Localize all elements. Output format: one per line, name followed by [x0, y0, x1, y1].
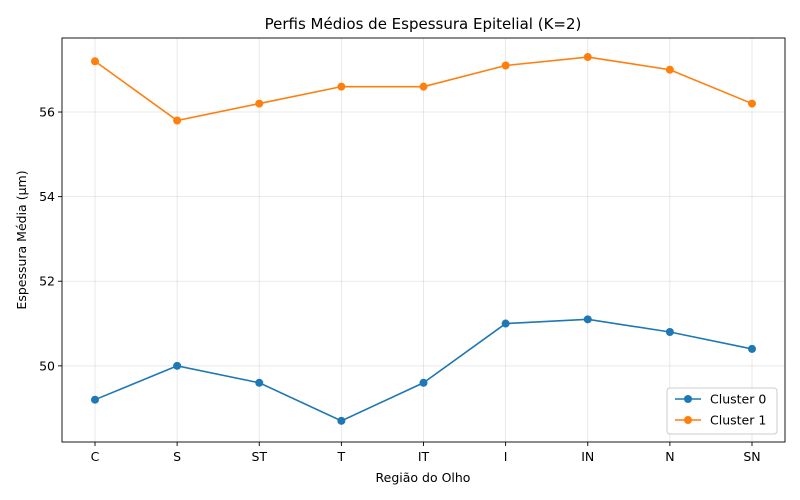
data-point	[337, 82, 346, 91]
x-tick-label: I	[504, 449, 508, 464]
x-tick-label: S	[173, 449, 181, 464]
data-point	[583, 53, 592, 62]
data-point	[748, 344, 756, 353]
data-point	[748, 99, 756, 108]
data-point	[501, 61, 510, 70]
x-tick-label: T	[337, 449, 346, 464]
data-point	[583, 315, 592, 324]
data-point	[501, 319, 510, 328]
data-point	[665, 328, 674, 337]
x-axis-label: Região do Olho	[376, 470, 471, 485]
series-1	[91, 53, 756, 125]
y-axis-label: Espessura Média (µm)	[14, 170, 29, 309]
data-point	[337, 416, 346, 425]
data-point	[173, 361, 182, 370]
series-layer	[91, 53, 756, 425]
data-point	[419, 378, 428, 387]
x-tick-label: N	[665, 449, 674, 464]
x-tick-label: SN	[743, 449, 760, 464]
legend-label: Cluster 0	[710, 392, 766, 407]
x-tick-label: IN	[581, 449, 594, 464]
chart-title: Perfis Médios de Espessura Epitelial (K=…	[265, 15, 582, 33]
data-point	[255, 378, 264, 387]
data-point	[665, 65, 674, 74]
y-tick-label: 54	[39, 189, 55, 204]
x-tick-label: ST	[251, 449, 267, 464]
data-point	[173, 116, 182, 125]
data-point	[255, 99, 264, 108]
legend: Cluster 0 Cluster 1	[666, 387, 778, 435]
legend-label: Cluster 1	[710, 413, 766, 428]
y-tick-label: 50	[39, 358, 55, 373]
x-tick-label: IT	[418, 449, 430, 464]
y-tick-label: 56	[39, 105, 55, 120]
data-point	[419, 82, 428, 91]
y-axis-ticks: 50 52 54 56	[39, 105, 62, 373]
data-point	[91, 395, 99, 404]
x-axis-ticks: C S ST T IT I IN N SN	[91, 442, 761, 464]
data-point	[91, 57, 99, 66]
y-tick-label: 52	[39, 274, 55, 289]
x-tick-label: C	[91, 449, 100, 464]
series-0	[91, 315, 756, 425]
legend-marker	[684, 395, 692, 403]
legend-marker	[684, 416, 692, 424]
